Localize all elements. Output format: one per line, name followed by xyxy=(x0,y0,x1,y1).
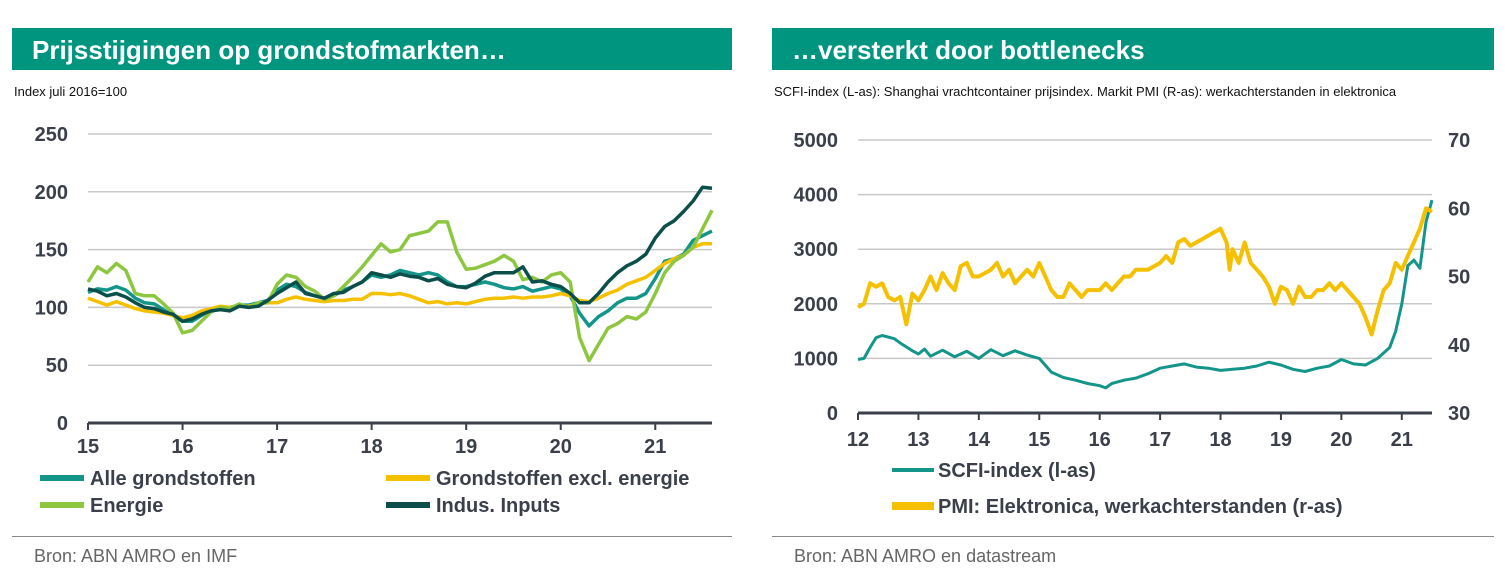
y-right-tick-label: 60 xyxy=(1448,198,1470,220)
right-panel: …versterkt door bottlenecks SCFI-index (… xyxy=(772,0,1494,580)
x-tick-label: 18 xyxy=(1209,429,1231,451)
x-tick-label: 20 xyxy=(1330,429,1352,451)
y-tick-label: 200 xyxy=(35,182,68,204)
x-tick-label: 19 xyxy=(1270,429,1292,451)
legend-label-energie: Energie xyxy=(90,495,163,517)
x-tick-label: 20 xyxy=(550,436,572,458)
right-chart: 0 1000 2000 3000 4000 5000 30 40 50 60 70 12 13 14 15 1… xyxy=(794,130,1471,518)
series-line-scfi-index-l-as xyxy=(857,199,1434,390)
y-right-tick-label: 50 xyxy=(1448,267,1470,289)
left-chart: 0 50 100 150 200 250 15 16 17 18 19 20 21 Alle gronds… xyxy=(35,124,714,517)
legend-label-scfi-index-l-as: SCFI-index (l-as) xyxy=(938,460,1096,482)
y-left-tick-label: 5000 xyxy=(794,130,839,152)
x-tick-label: 14 xyxy=(968,429,991,451)
right-source-divider xyxy=(772,536,1494,537)
x-tick-label: 15 xyxy=(1028,429,1050,451)
x-tick-label: 17 xyxy=(1149,429,1171,451)
y-left-tick-label: 3000 xyxy=(794,239,839,261)
y-tick-label: 250 xyxy=(35,124,68,146)
y-right-tick-label: 30 xyxy=(1448,403,1470,425)
y-left-tick-label: 1000 xyxy=(794,348,839,370)
right-chart-title: …versterkt door bottlenecks xyxy=(772,28,1494,70)
x-tick-label: 19 xyxy=(455,436,477,458)
series-line-alle-grondstoffen xyxy=(87,229,713,328)
y-left-tick-label: 4000 xyxy=(794,185,839,207)
x-tick-label: 18 xyxy=(361,436,383,458)
x-tick-label: 15 xyxy=(77,436,99,458)
x-tick-label: 17 xyxy=(266,436,288,458)
legend-label-alle-grondstoffen: Alle grondstoffen xyxy=(90,468,256,490)
y-tick-label: 150 xyxy=(35,240,68,262)
y-right-tick-label: 40 xyxy=(1448,335,1470,357)
series-line-energie xyxy=(86,209,714,363)
left-panel: Prijsstijgingen op grondstofmarkten… Ind… xyxy=(12,0,732,580)
x-tick-label: 13 xyxy=(907,429,929,451)
series-line-pmi-elektronica-werkachterstanden-r-as xyxy=(857,206,1433,337)
x-tick-label: 16 xyxy=(1089,429,1111,451)
left-source: Bron: ABN AMRO en IMF xyxy=(34,546,238,566)
legend-label-grondstoffen-excl-energie: Grondstoffen excl. energie xyxy=(436,468,689,490)
y-tick-label: 100 xyxy=(35,297,68,319)
series-line-indus-inputs xyxy=(87,185,713,324)
y-left-tick-label: 2000 xyxy=(794,294,839,316)
left-source-divider xyxy=(12,536,732,537)
y-tick-label: 50 xyxy=(46,355,68,377)
left-chart-subtitle: Index juli 2016=100 xyxy=(14,84,128,99)
x-tick-label: 21 xyxy=(1391,429,1413,451)
left-chart-title: Prijsstijgingen op grondstofmarkten… xyxy=(12,28,732,70)
x-tick-label: 21 xyxy=(644,436,666,458)
x-tick-label: 16 xyxy=(171,436,193,458)
series-line-grondstoffen-excl-energie xyxy=(87,242,712,320)
y-right-tick-label: 70 xyxy=(1448,130,1470,152)
legend-label-pmi-elektronica-werkachterstanden-r-as: PMI: Elektronica, werkachterstanden (r-a… xyxy=(938,496,1343,518)
right-source: Bron: ABN AMRO en datastream xyxy=(794,546,1057,566)
x-tick-label: 12 xyxy=(847,429,869,451)
y-left-tick-label: 0 xyxy=(827,403,838,425)
right-chart-subtitle: SCFI-index (L-as): Shanghai vrachtcontai… xyxy=(774,84,1397,99)
legend-label-indus-inputs: Indus. Inputs xyxy=(436,495,560,517)
y-tick-label: 0 xyxy=(57,413,68,435)
